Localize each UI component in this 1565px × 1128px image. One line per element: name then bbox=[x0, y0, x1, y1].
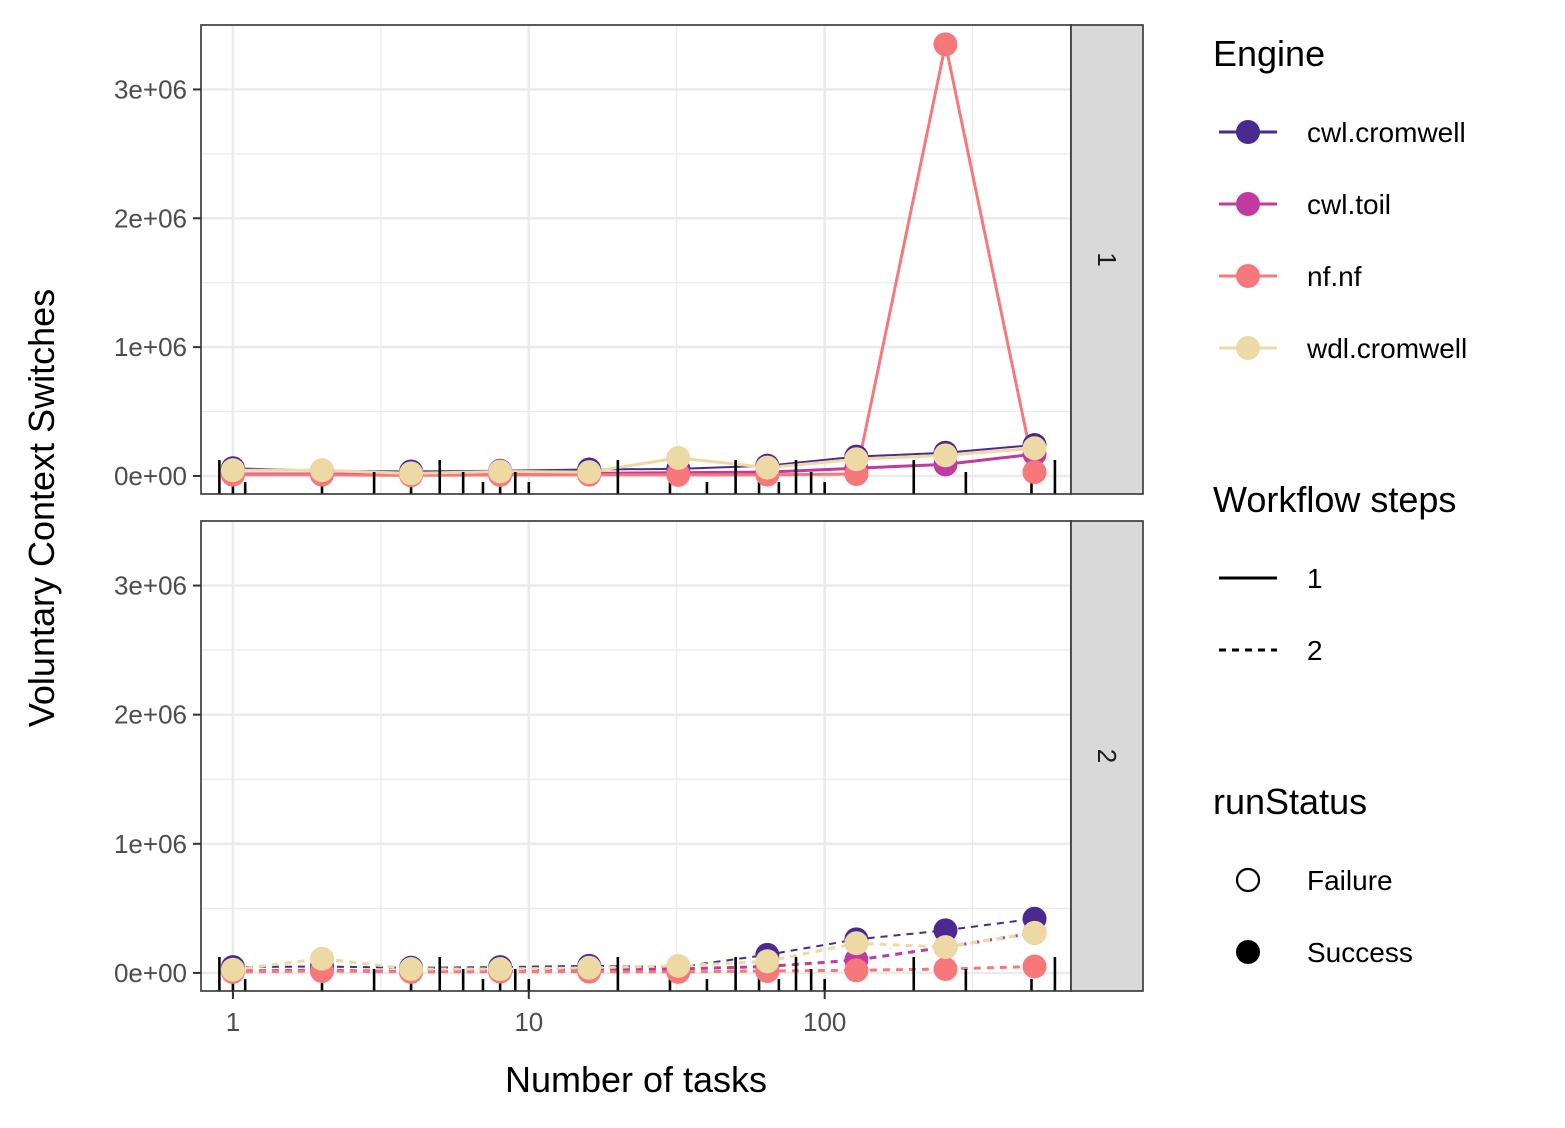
data-point-wdl.cromwell bbox=[220, 957, 245, 982]
x-axis-title: Number of tasks bbox=[505, 1059, 767, 1100]
data-point-wdl.cromwell bbox=[844, 931, 869, 956]
facet-strip-label: 1 bbox=[1092, 252, 1122, 266]
y-tick-label: 2e+06 bbox=[114, 700, 187, 730]
data-point-nf.nf bbox=[1022, 460, 1047, 485]
data-point-nf.nf bbox=[844, 958, 869, 983]
data-point-nf.nf bbox=[933, 32, 958, 57]
legend-title-runstatus: runStatus bbox=[1213, 781, 1367, 822]
series-line-wdl.cromwell bbox=[232, 931, 1035, 972]
legend-item-cwl.toil: cwl.toil bbox=[1307, 189, 1391, 220]
data-point-nf.nf bbox=[933, 957, 958, 982]
data-point-wdl.cromwell bbox=[666, 953, 691, 978]
data-point-wdl.cromwell bbox=[1022, 920, 1047, 945]
legend-item-cwl.cromwell: cwl.cromwell bbox=[1307, 117, 1466, 148]
y-tick-label: 1e+06 bbox=[114, 332, 187, 362]
data-point-wdl.cromwell bbox=[399, 461, 424, 486]
legend-item-steps-1: 1 bbox=[1307, 563, 1323, 594]
data-point-wdl.cromwell bbox=[220, 458, 245, 483]
legend: Engine cwl.cromwell cwl.toil nf.nf wdl.cromw… bbox=[1213, 33, 1467, 968]
legend-key-point bbox=[1236, 192, 1260, 216]
data-point-nf.nf bbox=[666, 462, 691, 487]
legend-key-point bbox=[1236, 336, 1260, 360]
data-point-wdl.cromwell bbox=[488, 957, 513, 982]
data-point-wdl.cromwell bbox=[1022, 436, 1047, 461]
series-line-cwl.cromwell bbox=[232, 917, 1035, 969]
data-point-wdl.cromwell bbox=[755, 949, 780, 974]
y-tick-label: 3e+06 bbox=[114, 74, 187, 104]
legend-title-engine: Engine bbox=[1213, 33, 1325, 74]
y-tick-label: 0e+00 bbox=[114, 958, 187, 988]
facet-strip bbox=[1070, 24, 1144, 495]
y-tick-label: 3e+06 bbox=[114, 571, 187, 601]
data-point-nf.nf bbox=[1022, 954, 1047, 979]
series-line-nf.nf bbox=[232, 43, 1036, 477]
legend-title-steps: Workflow steps bbox=[1213, 479, 1456, 520]
data-point-wdl.cromwell bbox=[577, 460, 602, 485]
y-axis-title-group: Voluntary Context Switches bbox=[21, 289, 62, 727]
data-point-wdl.cromwell bbox=[933, 935, 958, 960]
y-tick-label: 2e+06 bbox=[114, 203, 187, 233]
legend-item-nf.nf: nf.nf bbox=[1307, 261, 1362, 292]
y-axis-title: Voluntary Context Switches bbox=[21, 289, 62, 727]
data-point-wdl.cromwell bbox=[488, 459, 513, 484]
data-point-wdl.cromwell bbox=[666, 445, 691, 470]
facet-strip-label: 2 bbox=[1092, 749, 1122, 763]
x-tick-label: 100 bbox=[803, 1007, 846, 1037]
y-tick-label: 0e+00 bbox=[114, 461, 187, 491]
x-tick-label: 1 bbox=[226, 1007, 240, 1037]
legend-item-steps-2: 2 bbox=[1307, 635, 1323, 666]
data-point-cwl.cromwell bbox=[933, 918, 958, 943]
legend-item-wdl.cromwell: wdl.cromwell bbox=[1306, 333, 1467, 364]
legend-key-point bbox=[1236, 120, 1260, 144]
facet-strip bbox=[1070, 520, 1144, 992]
data-point-wdl.cromwell bbox=[933, 443, 958, 468]
legend-key-open-circle bbox=[1235, 867, 1261, 893]
y-tick-label: 1e+06 bbox=[114, 829, 187, 859]
data-point-wdl.cromwell bbox=[755, 455, 780, 480]
data-point-wdl.cromwell bbox=[844, 447, 869, 472]
legend-item-status-Failure: Failure bbox=[1307, 865, 1393, 896]
series-line-wdl.cromwell bbox=[232, 446, 1035, 475]
data-point-wdl.cromwell bbox=[577, 955, 602, 980]
panel-2: 0e+00 1e+06 2e+06 3e+06 2 bbox=[114, 520, 1144, 992]
x-tick-label: 10 bbox=[514, 1007, 543, 1037]
legend-key-point bbox=[1236, 264, 1260, 288]
panel-background bbox=[201, 25, 1071, 494]
legend-key-filled-circle bbox=[1236, 940, 1260, 964]
series-line-nf.nf bbox=[232, 965, 1035, 974]
legend-item-status-Success: Success bbox=[1307, 937, 1413, 968]
panel-1: 0e+00 1e+06 2e+06 3e+06 1 bbox=[114, 24, 1144, 495]
data-point-wdl.cromwell bbox=[309, 458, 334, 483]
data-point-wdl.cromwell bbox=[309, 946, 334, 971]
panels: 0e+00 1e+06 2e+06 3e+06 1 0e+00 1e+06 2e+06 3e+0… bbox=[114, 24, 1144, 1037]
data-point-wdl.cromwell bbox=[399, 957, 424, 982]
panel-background bbox=[201, 521, 1071, 991]
